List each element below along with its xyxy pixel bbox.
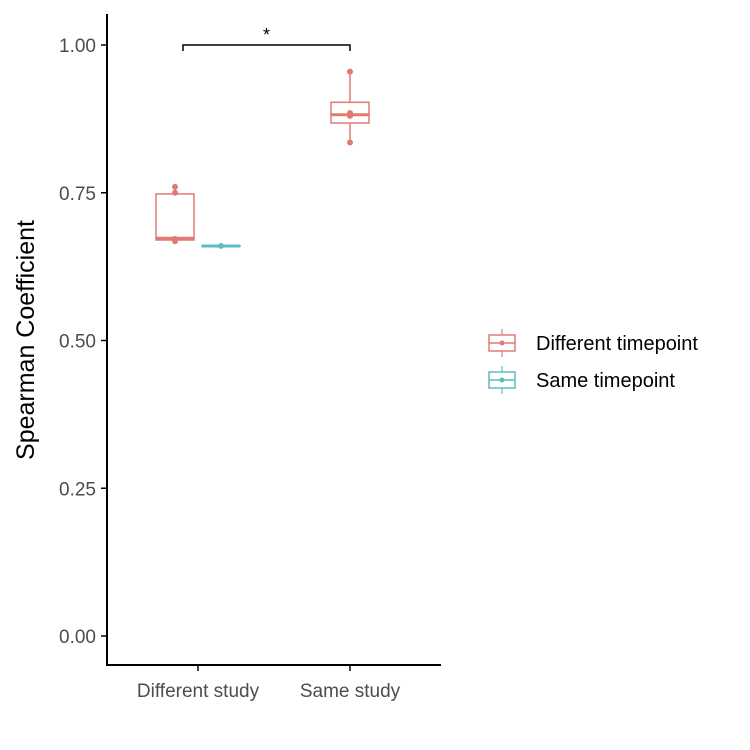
box-different-timepoint xyxy=(330,68,370,146)
legend-key-point xyxy=(499,377,505,383)
legend-item: Same timepoint xyxy=(488,366,675,394)
box-rect xyxy=(330,101,370,124)
y-tick-label: 0.25 xyxy=(59,479,96,500)
y-tick-label: 0.50 xyxy=(59,332,96,353)
box-different-timepoint xyxy=(155,183,195,245)
y-tick-label: 0.75 xyxy=(59,184,96,205)
x-tick-label: Same study xyxy=(300,681,401,702)
y-tick-label: 1.00 xyxy=(59,36,96,57)
data-point xyxy=(218,242,224,249)
data-point xyxy=(347,112,353,119)
legend-item: Different timepoint xyxy=(488,329,698,357)
significance-label: * xyxy=(263,25,270,45)
legend-key-point xyxy=(499,340,505,346)
data-point xyxy=(347,139,353,146)
x-tick-label: Different study xyxy=(137,681,260,702)
data-point xyxy=(172,189,178,196)
legend-label: Same timepoint xyxy=(536,370,675,392)
significance-bracket xyxy=(182,44,351,51)
legend-label: Different timepoint xyxy=(536,333,698,355)
data-point xyxy=(347,68,353,75)
box-same-timepoint xyxy=(201,242,241,249)
y-tick-label: 0.00 xyxy=(59,627,96,648)
y-axis-title: Spearman Coefficient xyxy=(12,220,40,460)
data-point xyxy=(172,238,178,245)
data-point xyxy=(172,183,178,190)
legend: Different timepoint Same timepoint xyxy=(488,329,698,394)
box-rect xyxy=(155,193,195,241)
